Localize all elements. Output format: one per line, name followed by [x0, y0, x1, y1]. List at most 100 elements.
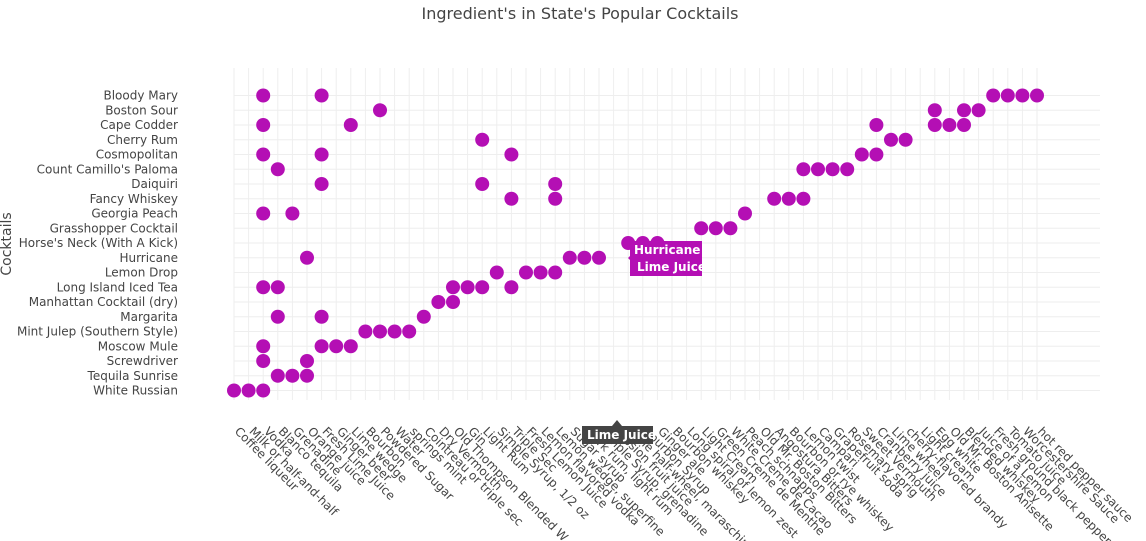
y-tick-label: Hurricane	[119, 251, 178, 265]
data-point[interactable]	[548, 177, 563, 191]
y-tick-label: Count Camillo's Paloma	[37, 162, 178, 176]
data-point[interactable]	[314, 177, 329, 191]
data-point[interactable]	[957, 118, 971, 132]
data-point[interactable]	[504, 280, 519, 295]
data-point[interactable]	[898, 132, 913, 147]
data-point[interactable]	[373, 324, 387, 339]
data-point[interactable]	[694, 221, 709, 236]
data-point[interactable]	[300, 354, 314, 368]
data-point[interactable]	[256, 147, 271, 162]
x-hover-box	[582, 426, 653, 444]
data-point[interactable]	[270, 162, 285, 177]
data-point[interactable]	[300, 368, 314, 383]
data-point[interactable]	[489, 265, 504, 280]
data-point[interactable]	[504, 191, 519, 206]
y-tick-label: Lemon Drop	[105, 266, 178, 280]
data-point[interactable]	[884, 132, 898, 147]
data-point[interactable]	[431, 295, 446, 309]
data-point[interactable]	[562, 250, 577, 265]
data-point[interactable]	[767, 191, 782, 206]
data-point[interactable]	[1015, 88, 1030, 103]
data-point[interactable]	[986, 88, 1001, 103]
data-point[interactable]	[723, 221, 738, 236]
data-point[interactable]	[285, 206, 300, 221]
y-tick-label: Manhattan Cocktail (dry)	[29, 295, 178, 309]
data-point[interactable]	[256, 280, 271, 295]
data-point[interactable]	[519, 265, 533, 280]
y-tick-label: Margarita	[120, 310, 178, 324]
data-point[interactable]	[241, 383, 256, 398]
data-point[interactable]	[314, 339, 329, 354]
data-point[interactable]	[256, 383, 271, 398]
data-point[interactable]	[1000, 88, 1015, 103]
data-point[interactable]	[256, 339, 271, 354]
data-point[interactable]	[270, 368, 285, 383]
data-point[interactable]	[343, 118, 358, 132]
data-point[interactable]	[708, 221, 723, 236]
y-tick-label: Long Island Iced Tea	[57, 280, 178, 294]
data-point[interactable]	[256, 206, 271, 221]
data-point[interactable]	[504, 147, 519, 162]
data-point[interactable]	[256, 354, 271, 368]
data-point[interactable]	[475, 177, 490, 191]
data-point[interactable]	[577, 250, 592, 265]
y-tick-label: Fancy Whiskey	[90, 192, 178, 206]
data-point[interactable]	[957, 103, 971, 118]
data-point[interactable]	[840, 162, 855, 177]
data-point[interactable]	[796, 162, 811, 177]
data-point[interactable]	[942, 118, 957, 132]
data-point[interactable]	[256, 118, 271, 132]
data-point[interactable]	[227, 383, 241, 398]
y-tick-label: Cape Codder	[100, 118, 178, 132]
data-point[interactable]	[446, 295, 460, 309]
data-point[interactable]	[811, 162, 825, 177]
data-point[interactable]	[416, 309, 431, 324]
data-points[interactable]	[227, 88, 1044, 398]
tooltip-cocktail: Hurricane	[634, 243, 700, 257]
y-tick-label: Georgia Peach	[91, 207, 178, 221]
x-hover-text: Lime Juice	[587, 428, 656, 442]
data-point[interactable]	[869, 118, 884, 132]
data-point[interactable]	[358, 324, 373, 339]
data-point[interactable]	[446, 280, 460, 295]
data-point[interactable]	[256, 88, 271, 103]
data-point[interactable]	[285, 368, 300, 383]
x-hover-pointer	[612, 420, 622, 426]
data-point[interactable]	[533, 265, 548, 280]
data-point[interactable]	[270, 280, 285, 295]
y-tick-label: Cosmopolitan	[96, 148, 178, 162]
data-point[interactable]	[270, 309, 285, 324]
data-point[interactable]	[869, 147, 884, 162]
data-point[interactable]	[971, 103, 986, 118]
data-point[interactable]	[475, 280, 490, 295]
y-tick-label: Daiquiri	[131, 177, 178, 191]
data-point[interactable]	[548, 191, 563, 206]
data-point[interactable]	[738, 206, 752, 221]
data-point[interactable]	[387, 324, 402, 339]
data-point[interactable]	[475, 132, 490, 147]
data-point[interactable]	[402, 324, 417, 339]
chart-title: Ingredient's in State's Popular Cocktail…	[421, 4, 738, 23]
data-point[interactable]	[314, 309, 329, 324]
y-tick-label: Tequila Sunrise	[87, 369, 178, 383]
data-point[interactable]	[1030, 88, 1044, 103]
data-point[interactable]	[927, 118, 942, 132]
data-point[interactable]	[460, 280, 475, 295]
data-point[interactable]	[329, 339, 344, 354]
data-point[interactable]	[781, 191, 796, 206]
data-point[interactable]	[548, 265, 563, 280]
data-point[interactable]	[314, 88, 329, 103]
data-point[interactable]	[343, 339, 358, 354]
data-point[interactable]	[373, 103, 387, 118]
data-point[interactable]	[927, 103, 942, 118]
data-point[interactable]	[592, 250, 606, 265]
hover-tooltip: Hurricane Lime Juice	[628, 241, 706, 276]
data-point[interactable]	[825, 162, 840, 177]
data-point[interactable]	[314, 147, 329, 162]
y-tick-label: Boston Sour	[105, 103, 178, 117]
data-point[interactable]	[796, 191, 811, 206]
data-point[interactable]	[300, 250, 314, 265]
data-point[interactable]	[854, 147, 869, 162]
